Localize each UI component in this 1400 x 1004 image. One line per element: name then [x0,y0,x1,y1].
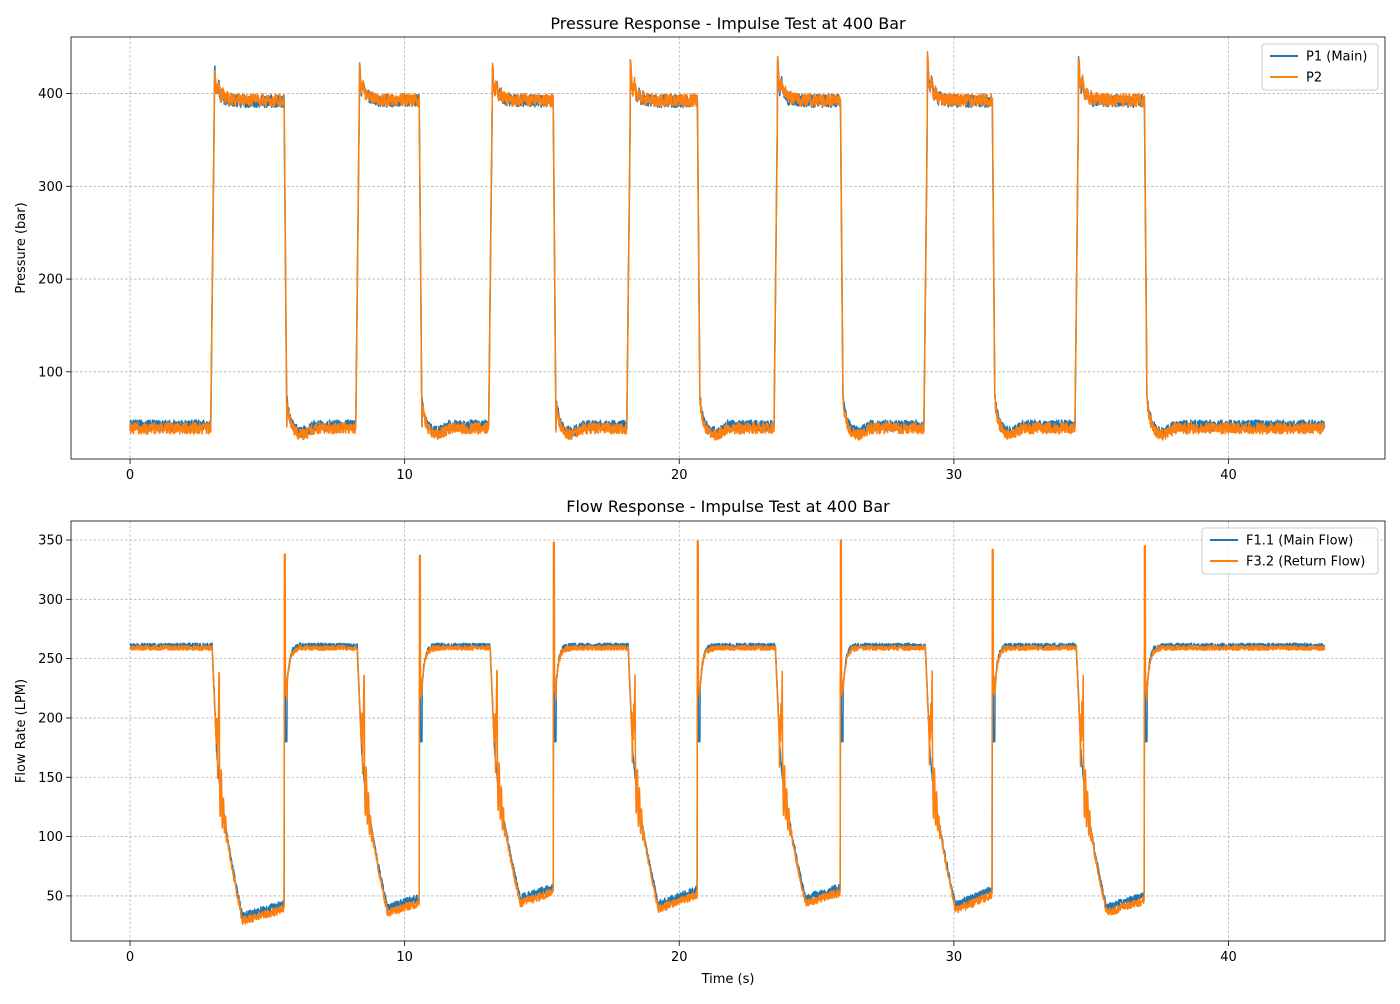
y-tick-label: 300 [38,180,63,195]
x-tick-label: 0 [126,468,134,483]
pressure-chart-title: Pressure Response - Impulse Test at 400 … [550,14,906,33]
legend-label: P1 (Main) [1306,50,1367,65]
x-tick-label: 10 [396,468,413,483]
x-tick-label: 30 [946,468,963,483]
y-tick-label: 350 [38,533,63,548]
flow-y-axis-label: Flow Rate (LPM) [14,679,29,783]
x-tick-label: 0 [126,950,134,965]
axes-frame [70,36,1386,460]
y-tick-label: 200 [38,273,63,288]
x-tick-label: 10 [396,950,413,965]
axes-frame [70,520,1386,942]
pressure-chart: Pressure Response - Impulse Test at 400 … [14,14,1386,483]
flow-x-axis-label: Time (s) [701,972,755,987]
x-tick-label: 40 [1220,950,1237,965]
legend: P1 (Main) P2 [1261,43,1379,91]
flow-chart-title: Flow Response - Impulse Test at 400 Bar [566,497,890,516]
legend-label: F3.2 (Return Flow) [1246,555,1365,570]
flow-chart: Flow Response - Impulse Test at 400 Bar … [14,497,1386,987]
y-tick-label: 100 [38,365,63,380]
pressure-y-axis-label: Pressure (bar) [14,202,29,293]
y-tick-label: 50 [46,889,63,904]
x-tick-label: 20 [671,950,688,965]
legend: F1.1 (Main Flow) F3.2 (Return Flow) [1201,527,1379,575]
y-tick-label: 100 [38,830,63,845]
series-line-f3-2-return-flow [129,539,1326,926]
y-tick-label: 250 [38,652,63,667]
x-tick-label: 40 [1220,468,1237,483]
legend-box [1201,527,1379,575]
y-tick-label: 150 [38,771,63,786]
legend-label: P2 [1306,71,1322,86]
y-tick-label: 200 [38,711,63,726]
y-tick-label: 400 [38,87,63,102]
x-tick-label: 30 [946,950,963,965]
series-line-p2 [129,51,1326,441]
y-tick-label: 300 [38,593,63,608]
legend-label: F1.1 (Main Flow) [1246,534,1353,549]
x-tick-label: 20 [671,468,688,483]
